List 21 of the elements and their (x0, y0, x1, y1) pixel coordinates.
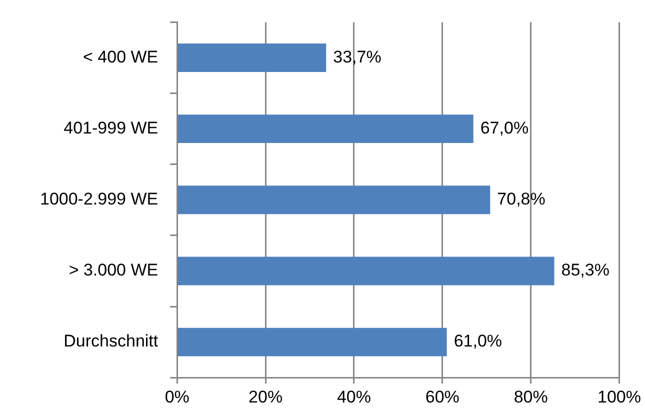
data-label: 67,0% (480, 118, 529, 138)
y-tick-label: Durchschnitt (64, 332, 158, 351)
bar (178, 256, 554, 286)
x-tick-label: 40% (336, 387, 371, 406)
x-tick-label: 100% (598, 387, 641, 406)
data-label: 33,7% (333, 47, 382, 66)
y-tick-label: > 3.000 WE (68, 260, 158, 280)
x-tick-label: 60% (425, 387, 460, 406)
data-label: 61,0% (454, 332, 502, 351)
y-tick-label: 1000-2.999 WE (40, 190, 158, 209)
y-tick-label: 401-999 WE (64, 118, 158, 138)
bar (178, 114, 474, 144)
data-label: 85,3% (561, 260, 610, 280)
data-label: 70,8% (497, 190, 546, 209)
bar (178, 328, 447, 356)
x-tick-label: 80% (514, 387, 548, 406)
bar (178, 44, 326, 72)
y-tick-label: < 400 WE (83, 47, 158, 66)
x-tick-label: 0% (164, 387, 190, 406)
bar (178, 186, 490, 214)
x-tick-label: 20% (248, 387, 283, 406)
